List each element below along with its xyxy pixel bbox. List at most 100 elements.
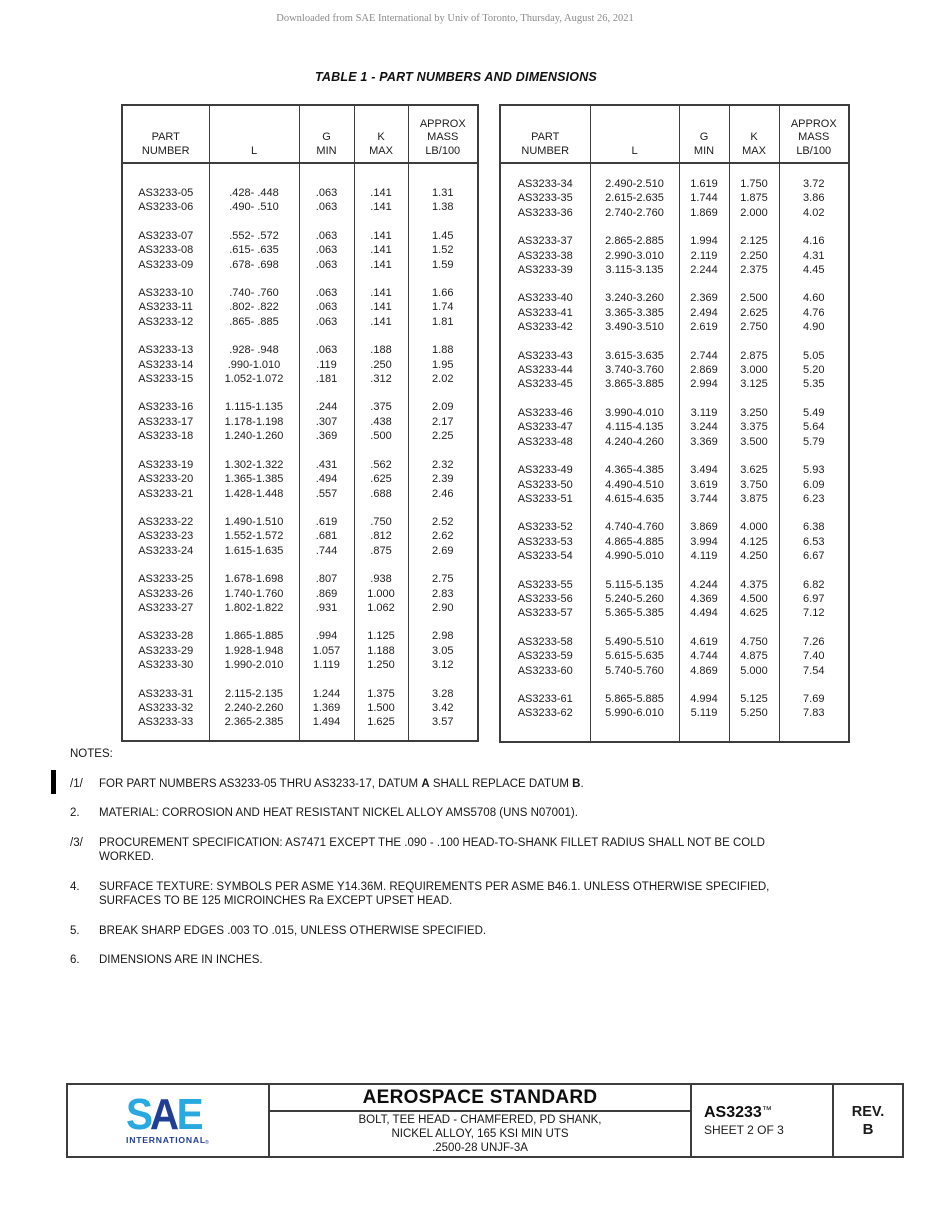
spacer-cell [778,677,850,692]
table-row: AS3233-47 4.115-4.135 3.244 3.375 5.64 [499,420,850,435]
spacer-cell [121,329,210,344]
table-cell: 4.744 [678,649,730,664]
table-cell: .615- .635 [208,243,300,258]
table-cell: AS3233-37 [499,234,591,249]
table-cell: .063 [298,243,355,258]
table-cell: .562 [353,457,409,473]
table-cell: 1.45 [407,228,479,244]
table-cell: .802- .822 [208,300,300,315]
table-cell: AS3233-17 [121,414,210,430]
table-cell: 5.990-6.010 [589,706,680,721]
note-text-part: A [421,777,430,790]
table-cell: 4.240-4.260 [589,434,680,450]
table-cell: .500 [353,429,409,444]
table-cell: 1.38 [407,200,479,215]
spacer-cell [499,677,591,692]
spacer-cell [208,272,300,287]
sae-logo-cell: S E A INTERNATIONAL ® [68,1085,270,1156]
table-cell: AS3233-35 [499,191,591,206]
spacer-cell [353,729,409,741]
table-cell: 7.26 [778,634,850,650]
table-cell: 3.875 [728,491,780,507]
table-cell: 6.67 [778,549,850,564]
column-header: K MAX [728,104,780,164]
table-cell: AS3233-57 [499,606,591,621]
table-cell: .188 [353,343,409,358]
table-cell: 7.54 [778,663,850,678]
table-cell: 2.240-2.260 [208,700,300,716]
spacer-cell [353,163,409,186]
spacer-cell [298,329,355,344]
table-cell: 2.119 [678,248,730,264]
trademark-symbol: ™ [761,1105,772,1116]
table-cell: .865- .885 [208,314,300,330]
table-cell: .369 [298,429,355,444]
table-cell: 1.625 [353,715,409,730]
spacer-cell [298,386,355,401]
note-text-part: SHALL REPLACE DATUM [429,777,573,790]
table-cell: 1.115-1.135 [208,400,300,415]
table-cell: 2.62 [407,529,479,544]
table-row: AS3233-45 3.865-3.885 2.994 3.125 5.35 [499,377,850,392]
table-cell: 3.369 [678,434,730,450]
note-number: /3/ [70,836,83,849]
table-row: AS3233-27 1.802-1.822.931 1.062 2.90 [121,600,479,616]
table-cell: 1.802-1.822 [208,600,300,616]
spacer-cell [778,277,850,292]
table-cell: 6.38 [778,520,850,535]
table-row: AS3233-30 1.990-2.010 1.119 1.250 3.12 [121,658,479,673]
spacer-cell [678,563,730,578]
spacer-cell [298,214,355,229]
table-cell: AS3233-31 [121,686,210,701]
revision-value: B [862,1120,874,1138]
table-cell: 1.490-1.510 [208,514,300,530]
spacer-cell [678,391,730,406]
table-cell: 1.66 [407,286,479,301]
spacer-row [121,386,479,401]
spacer-cell [589,449,680,464]
table-cell: 3.994 [678,534,730,550]
table-1-title: TABLE 1 - PART NUMBERS AND DIMENSIONS [315,70,597,84]
table-cell: 4.869 [678,663,730,678]
download-watermark: Downloaded from SAE International by Uni… [276,13,634,24]
note-text: PROCUREMENT SPECIFICATION: AS7471 EXCEPT… [99,836,880,865]
table-cell: 3.619 [678,477,730,492]
table-row: AS3233-57 5.365-5.385 4.494 4.625 7.12 [499,606,850,621]
header-row: PART NUMBER L G MIN K MAX APPROX MASS LB/100 [121,104,479,164]
spacer-cell [121,500,210,515]
table-cell: .494 [298,472,355,487]
table-cell: AS3233-39 [499,263,591,278]
table-cell: 5.49 [778,405,850,421]
table-cell: 1.052-1.072 [208,372,300,387]
table-cell: 1.994 [678,234,730,249]
spacer-cell [298,163,355,186]
table-cell: 4.115-4.135 [589,420,680,435]
table-cell: 2.75 [407,572,479,587]
revision-cell: REV. B [834,1085,902,1156]
table-row: AS3233-60 5.740-5.760 4.869 5.000 7.54 [499,663,850,678]
logo-letter-e: E [177,1093,204,1138]
table-cell: AS3233-44 [499,363,591,378]
spacer-cell [589,720,680,742]
table-cell: 5.125 [728,691,780,707]
spacer-cell [678,163,730,177]
table-cell: 3.625 [728,463,780,478]
table-cell: 3.990-4.010 [589,405,680,421]
table-cell: 3.744 [678,491,730,507]
table-cell: AS3233-33 [121,715,210,730]
table-cell: 5.000 [728,663,780,678]
table-cell: 2.52 [407,514,479,530]
table-cell: 2.244 [678,263,730,278]
table-cell: 3.740-3.760 [589,363,680,378]
spacer-cell [499,391,591,406]
spacer-cell [778,620,850,635]
table-cell: 2.17 [407,414,479,430]
table-row: AS3233-56 5.240-5.260 4.369 4.500 6.97 [499,591,850,607]
table-cell: 3.365-3.385 [589,305,680,321]
document-type: AEROSPACE STANDARD [270,1085,690,1112]
spacer-cell [499,220,591,235]
table-cell: AS3233-26 [121,586,210,601]
table-cell: 3.57 [407,715,479,730]
note-text: SURFACE TEXTURE: SYMBOLS PER ASME Y14.36… [99,880,880,909]
sheet-indicator: SHEET 2 OF 3 [704,1123,784,1137]
